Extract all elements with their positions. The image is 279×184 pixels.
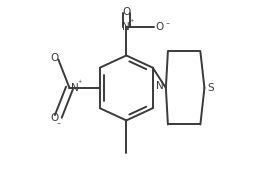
Text: $^+$: $^+$: [76, 80, 83, 86]
Text: O: O: [122, 7, 131, 17]
Text: N: N: [122, 22, 130, 32]
Text: O: O: [156, 22, 164, 32]
Text: N: N: [156, 81, 164, 91]
Text: $^-$: $^-$: [55, 121, 62, 128]
Text: O: O: [50, 113, 59, 123]
Text: O: O: [50, 52, 59, 63]
Text: $^+$: $^+$: [128, 19, 135, 25]
Text: S: S: [207, 83, 214, 93]
Text: $^-$: $^-$: [164, 21, 171, 27]
Text: N: N: [71, 83, 78, 93]
